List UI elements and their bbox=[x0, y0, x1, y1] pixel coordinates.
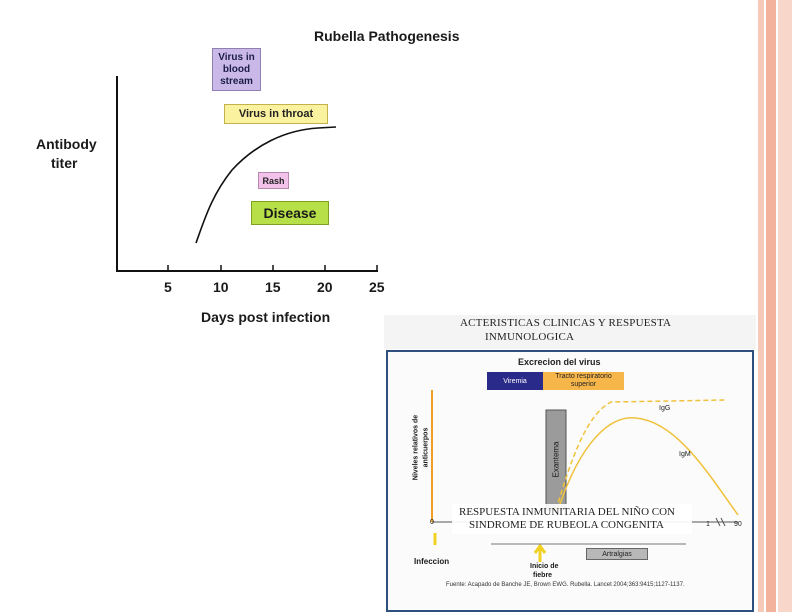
inicio-fiebre-arrow bbox=[533, 543, 547, 562]
tracto-line2: superior bbox=[570, 381, 597, 388]
virus-blood-line2: blood bbox=[222, 63, 251, 75]
chart1-ylabel-line2: titer bbox=[51, 155, 78, 171]
inicio-fiebre-line2: fiebre bbox=[533, 572, 553, 579]
chart2-xtick-end: 90 bbox=[734, 521, 742, 528]
inicio-fiebre-line1: Inicio de bbox=[530, 563, 559, 570]
chart2-header-band bbox=[384, 315, 756, 349]
chart2-xtick-mid: 1 bbox=[706, 521, 710, 528]
artralgias-box: Artralgias bbox=[586, 548, 648, 560]
virus-in-blood-box: Virus in blood stream bbox=[212, 48, 261, 91]
chart1-xtick-label-15: 15 bbox=[265, 279, 281, 295]
exantema-label: Exantema bbox=[551, 441, 561, 478]
chart1-xlabel: Days post infection bbox=[201, 309, 331, 325]
viremia-box: Viremia bbox=[487, 372, 543, 390]
chart2-title: Excrecion del virus bbox=[518, 357, 601, 367]
chart2-heading-line2: INMUNOLOGICA bbox=[485, 331, 575, 343]
slide-accent-stripe-3 bbox=[778, 0, 792, 612]
chart2-heading-line1: ACTERISTICAS CLINICAS Y RESPUESTA bbox=[460, 317, 672, 329]
tracto-line1: Tracto respiratorio bbox=[555, 373, 612, 380]
virus-blood-line3: stream bbox=[220, 75, 253, 87]
overlay-text-band bbox=[452, 504, 692, 534]
igm-curve bbox=[557, 417, 739, 516]
igm-label: IgM bbox=[679, 451, 691, 458]
chart1-plot bbox=[116, 76, 378, 272]
virus-in-throat-box: Virus in throat bbox=[224, 104, 328, 124]
chart1-xtick-label-25: 25 bbox=[369, 279, 385, 295]
virus-blood-line1: Virus in bbox=[218, 51, 255, 63]
chart1-xtick-label-20: 20 bbox=[317, 279, 333, 295]
tracto-respiratorio-box: Tracto respiratorio superior bbox=[543, 372, 624, 390]
chart1-ylabel-line1: Antibody bbox=[36, 136, 97, 152]
chart1-xtick-label-10: 10 bbox=[213, 279, 229, 295]
disease-box: Disease bbox=[251, 201, 329, 225]
antibody-titer-curve bbox=[195, 126, 337, 244]
overlay-line2: SINDROME DE RUBEOLA CONGENITA bbox=[469, 519, 664, 531]
axis-break-mark bbox=[715, 517, 726, 527]
rash-box: Rash bbox=[258, 172, 289, 189]
infeccion-label: Infeccion bbox=[414, 557, 450, 566]
igg-curve bbox=[555, 399, 727, 511]
chart2-frame bbox=[386, 350, 754, 612]
chart1-xtick-label-5: 5 bbox=[164, 279, 172, 295]
slide-accent-stripe-2 bbox=[766, 0, 776, 612]
chart1-title: Rubella Pathogenesis bbox=[314, 28, 460, 44]
chart2-plot bbox=[431, 390, 739, 562]
igg-label: IgG bbox=[659, 405, 671, 412]
chart2-xtick-start: 0 bbox=[430, 519, 434, 526]
overlay-line1: RESPUESTA INMUNITARIA DEL NIÑO CON bbox=[459, 506, 675, 518]
slide-accent-stripe-1 bbox=[758, 0, 764, 612]
chart2-source: Fuente: Acapado de Banche JE, Brown EWG.… bbox=[446, 582, 685, 588]
